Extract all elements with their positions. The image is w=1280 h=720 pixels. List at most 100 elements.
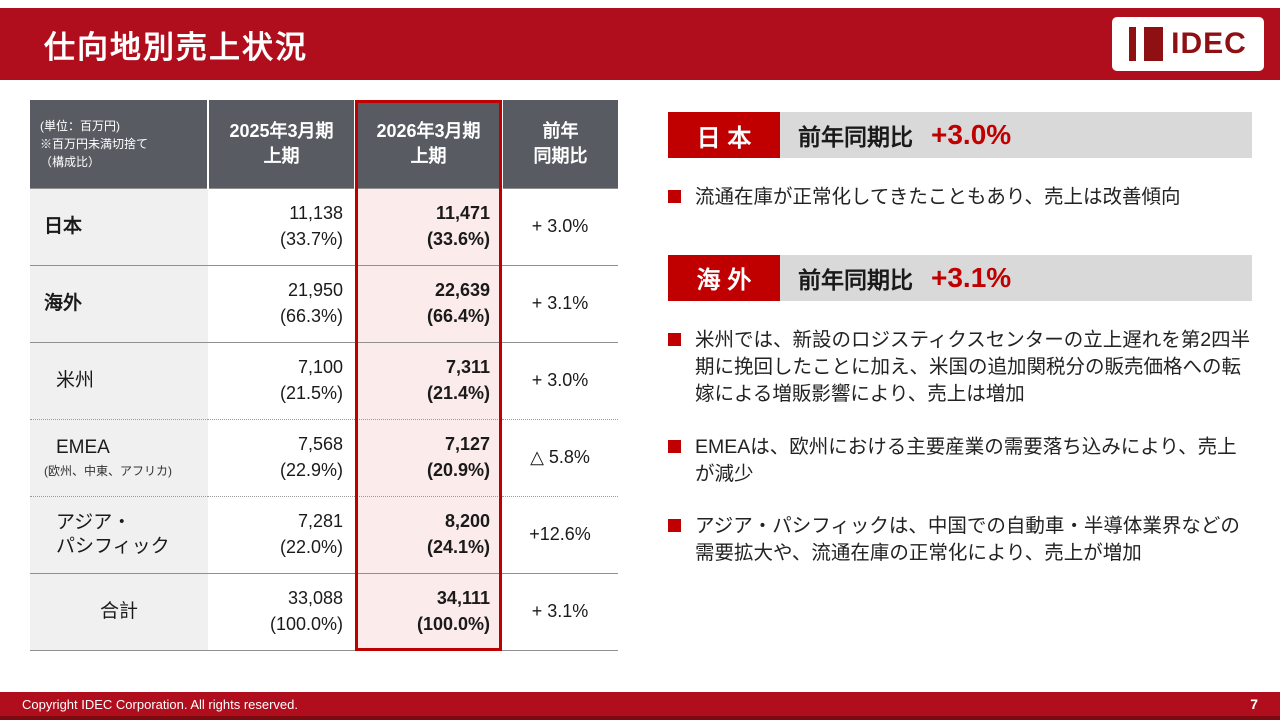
table-row-asia-pacific: アジア・ パシフィック 7,281 (22.0%) 8,200 (24.1%) +1…	[30, 495, 618, 573]
overseas-yoy-label: 前年同期比	[798, 266, 913, 293]
value-curr: 7,127	[444, 434, 490, 455]
cell-overseas-curr: 22,639 (66.4%)	[355, 264, 502, 342]
value-prev-pct: (21.5%)	[279, 382, 343, 403]
cell-americas-prev: 7,100 (21.5%)	[208, 341, 355, 419]
value-prev: 7,100	[297, 357, 343, 378]
cell-americas-yoy: + 3.0%	[502, 341, 618, 419]
bullet-square-icon	[668, 332, 681, 346]
bullet-item: 米州では、新設のロジスティクスセンターの立上遅れを第2四半期に挽回したことに加え…	[668, 327, 1252, 408]
cell-japan-curr: 11,471 (33.6%)	[355, 187, 502, 265]
value-prev: 33,088	[287, 588, 343, 609]
sales-by-destination-table: (単位：百万円) ※百万円未満切捨て （構成比） 2025年3月期 上期 202…	[30, 100, 618, 651]
page-number: 7	[1250, 696, 1258, 712]
idec-logo-text: IDEC	[1171, 27, 1247, 60]
value-curr: 34,111	[436, 588, 490, 609]
bullet-square-icon	[668, 519, 681, 533]
column-header-fy2026-h1: 2026年3月期 上期	[354, 100, 502, 188]
bullet-text: 米州では、新設のロジスティクスセンターの立上遅れを第2四半期に挽回したことに加え…	[695, 328, 1251, 405]
japan-yoy-value: +3.0%	[931, 119, 1012, 150]
value-prev: 21,950	[287, 280, 343, 301]
row-sublabel-text: (欧州、中東、アフリカ)	[44, 464, 172, 479]
table-header-row: (単位：百万円) ※百万円未満切捨て （構成比） 2025年3月期 上期 202…	[30, 100, 618, 188]
value-curr-pct: (21.4%)	[426, 382, 490, 403]
row-label-asia-pacific: アジア・ パシフィック	[30, 495, 208, 573]
row-label-emea: EMEA (欧州、中東、アフリカ)	[30, 418, 208, 496]
cell-emea-prev: 7,568 (22.9%)	[208, 418, 355, 496]
cell-total-yoy: + 3.1%	[502, 572, 618, 651]
overseas-yoy-bar: 前年同期比 +3.1%	[780, 254, 1252, 301]
value-curr-pct: (20.9%)	[426, 459, 490, 480]
table-row-overseas: 海外 21,950 (66.3%) 22,639 (66.4%) + 3.1%	[30, 264, 618, 342]
value-curr: 7,311	[445, 357, 490, 378]
column-header-fy2025-h1: 2025年3月期 上期	[207, 100, 355, 188]
value-prev-pct: (33.7%)	[279, 228, 343, 249]
section-japan: 日 本 前年同期比 +3.0% 流通在庫が正常化してきたこともあり、売上は改善傾…	[668, 112, 1252, 211]
cell-emea-curr: 7,127 (20.9%)	[355, 418, 502, 496]
bullet-text: EMEAは、欧州における主要産業の需要落ち込みにより、売上が減少	[695, 435, 1237, 485]
row-label-text: 合計	[99, 600, 138, 622]
row-label-text: 海外	[44, 292, 83, 314]
bullet-item: アジア・パシフィックは、中国での自動車・半導体業界などの需要拡大や、流通在庫の正…	[668, 513, 1252, 567]
row-label-text: アジア・ パシフィック	[56, 511, 170, 557]
overseas-bullet-list: 米州では、新設のロジスティクスセンターの立上遅れを第2四半期に挽回したことに加え…	[668, 327, 1252, 567]
cell-asia-curr: 8,200 (24.1%)	[355, 495, 502, 573]
value-prev-pct: (100.0%)	[269, 613, 343, 634]
table-row-japan: 日本 11,138 (33.7%) 11,471 (33.6%) + 3.0%	[30, 187, 618, 265]
bullet-text: 流通在庫が正常化してきたこともあり、売上は改善傾向	[695, 186, 1181, 208]
value-prev: 7,568	[297, 434, 343, 455]
copyright-text: Copyright IDEC Corporation. All rights r…	[22, 696, 299, 712]
japan-bullet-list: 流通在庫が正常化してきたこともあり、売上は改善傾向	[668, 184, 1252, 211]
table-row-total: 合計 33,088 (100.0%) 34,111 (100.0%) + 3.1%	[30, 572, 618, 651]
value-curr: 8,200	[444, 511, 490, 532]
cell-japan-yoy: + 3.0%	[502, 187, 618, 265]
value-curr-pct: (66.4%)	[426, 305, 490, 326]
cell-asia-yoy: +12.6%	[502, 495, 618, 573]
region-label-overseas: 海 外	[668, 254, 780, 301]
bullet-item: EMEAは、欧州における主要産業の需要落ち込みにより、売上が減少	[668, 434, 1252, 488]
title-bar: 仕向地別売上状況 IDEC	[0, 8, 1280, 80]
cell-emea-yoy: △ 5.8%	[502, 418, 618, 496]
row-label-total: 合計	[30, 572, 208, 651]
footer-bar: Copyright IDEC Corporation. All rights r…	[0, 692, 1280, 720]
row-label-text: EMEA	[56, 436, 110, 458]
value-prev-pct: (66.3%)	[279, 305, 343, 326]
cell-japan-prev: 11,138 (33.7%)	[208, 187, 355, 265]
idec-logo-icon	[1129, 27, 1164, 61]
value-curr-pct: (24.1%)	[426, 536, 490, 557]
value-prev: 7,281	[297, 511, 343, 532]
unit-note: (単位：百万円) ※百万円未満切捨て （構成比）	[30, 100, 208, 188]
value-prev-pct: (22.9%)	[279, 459, 343, 480]
japan-yoy-label: 前年同期比	[798, 124, 913, 150]
value-prev-pct: (22.0%)	[279, 536, 343, 557]
value-curr-pct: (33.6%)	[426, 228, 490, 249]
cell-total-curr: 34,111 (100.0%)	[355, 572, 502, 651]
value-curr: 11,471	[435, 203, 490, 224]
region-label-japan: 日 本	[668, 112, 780, 158]
cell-asia-prev: 7,281 (22.0%)	[208, 495, 355, 573]
value-curr: 22,639	[434, 280, 490, 301]
row-label-text: 米州	[56, 369, 95, 391]
column-header-yoy: 前年 同期比	[501, 100, 618, 188]
bullet-square-icon	[668, 190, 681, 203]
row-label-japan: 日本	[30, 187, 208, 265]
row-label-americas: 米州	[30, 341, 208, 419]
japan-header: 日 本 前年同期比 +3.0%	[668, 112, 1252, 158]
bullet-item: 流通在庫が正常化してきたこともあり、売上は改善傾向	[668, 184, 1252, 211]
section-overseas: 海 外 前年同期比 +3.1% 米州では、新設のロジスティクスセンターの立上遅れ…	[668, 254, 1252, 567]
overseas-yoy-value: +3.1%	[931, 261, 1012, 293]
page-title: 仕向地別売上状況	[44, 29, 308, 65]
table-row-emea: EMEA (欧州、中東、アフリカ) 7,568 (22.9%) 7,127 (20.9…	[30, 418, 618, 496]
cell-total-prev: 33,088 (100.0%)	[208, 572, 355, 651]
cell-overseas-prev: 21,950 (66.3%)	[208, 264, 355, 342]
japan-yoy-bar: 前年同期比 +3.0%	[780, 112, 1252, 158]
row-label-overseas: 海外	[30, 264, 208, 342]
table-row-americas: 米州 7,100 (21.5%) 7,311 (21.4%) + 3.0%	[30, 341, 618, 419]
value-prev: 11,138	[289, 203, 343, 224]
commentary-panel: 日 本 前年同期比 +3.0% 流通在庫が正常化してきたこともあり、売上は改善傾…	[668, 112, 1252, 593]
row-label-text: 日本	[44, 215, 83, 237]
bullet-square-icon	[668, 439, 681, 453]
bullet-text: アジア・パシフィックは、中国での自動車・半導体業界などの需要拡大や、流通在庫の正…	[695, 515, 1240, 565]
idec-logo: IDEC	[1112, 17, 1264, 71]
cell-americas-curr: 7,311 (21.4%)	[355, 341, 502, 419]
overseas-header: 海 外 前年同期比 +3.1%	[668, 254, 1252, 301]
